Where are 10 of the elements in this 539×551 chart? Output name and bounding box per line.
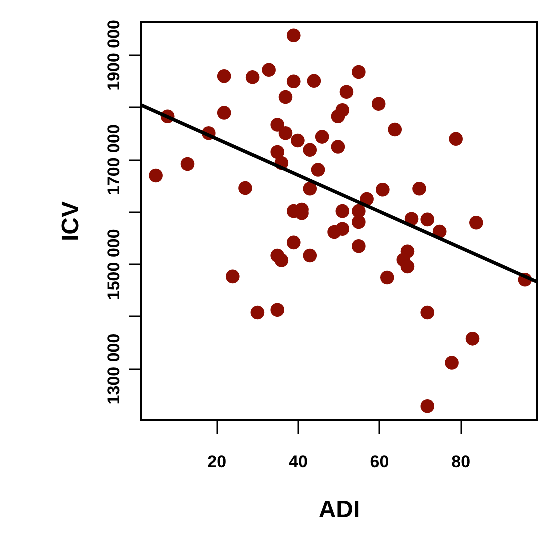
y-tick-label: 1300 000: [104, 334, 124, 405]
x-tick-label: 20: [208, 452, 227, 472]
x-tick-label: 60: [370, 452, 390, 472]
y-tick-label: 1500 000: [104, 229, 124, 300]
x-tick-label: 80: [452, 452, 471, 472]
x-axis-title: ADI: [318, 496, 360, 524]
x-tick-label: 40: [288, 452, 308, 472]
y-tick-label: 1900 000: [104, 20, 124, 91]
y-axis-title: ICV: [58, 201, 84, 242]
y-tick-label: 1700 000: [104, 124, 124, 196]
